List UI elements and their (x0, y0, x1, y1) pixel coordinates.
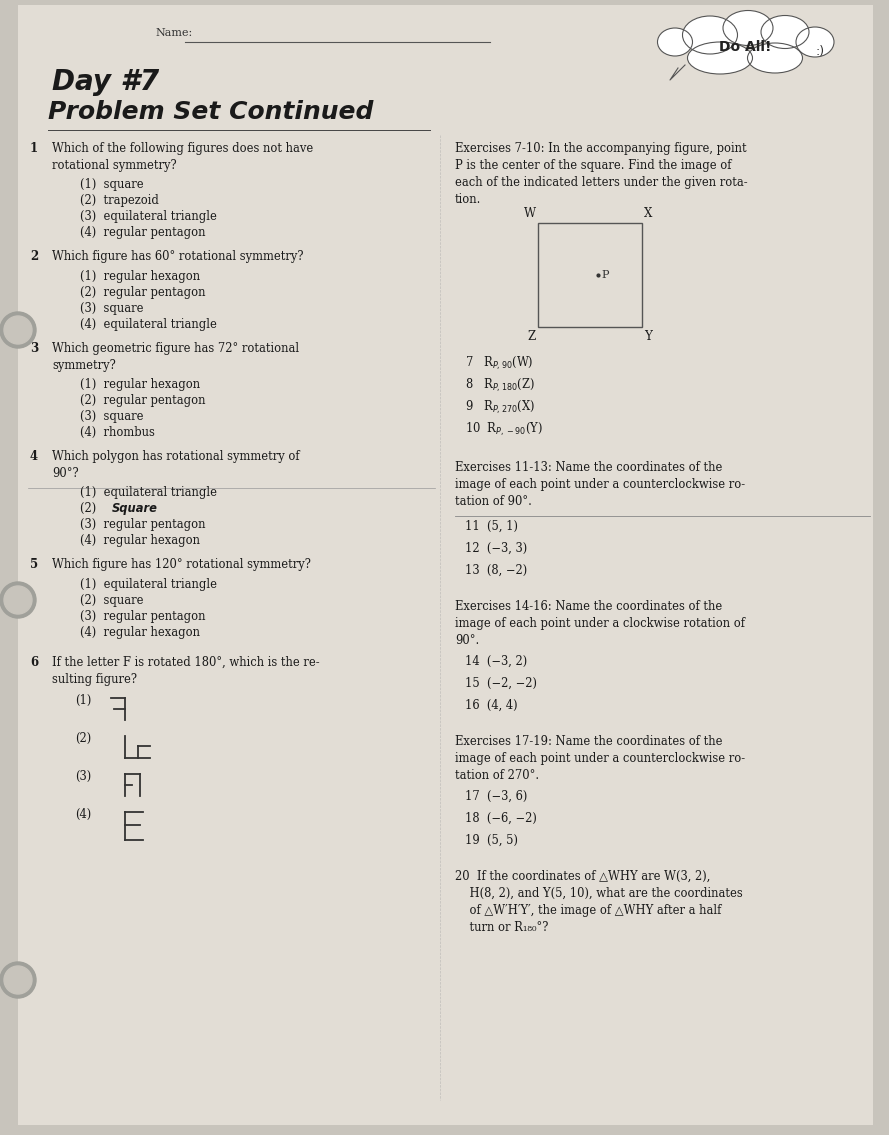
Text: (1)  regular hexagon: (1) regular hexagon (80, 378, 200, 390)
Text: Name:: Name: (155, 28, 192, 37)
Circle shape (4, 586, 32, 614)
Text: Exercises 7-10: In the accompanying figure, point
P is the center of the square.: Exercises 7-10: In the accompanying figu… (455, 142, 748, 205)
Ellipse shape (761, 16, 809, 49)
Text: Exercises 14-16: Name the coordinates of the
image of each point under a clockwi: Exercises 14-16: Name the coordinates of… (455, 600, 745, 647)
Text: P: P (601, 270, 608, 280)
Text: Which figure has 120° rotational symmetry?: Which figure has 120° rotational symmetr… (52, 558, 311, 571)
Text: (3)  square: (3) square (80, 302, 143, 316)
Text: Y: Y (644, 330, 652, 343)
Text: 8   R$_{P,180}$(Z): 8 R$_{P,180}$(Z) (465, 377, 535, 394)
Text: (2)  square: (2) square (80, 594, 143, 607)
Text: 6: 6 (30, 656, 38, 669)
Text: (2): (2) (80, 502, 103, 515)
Text: 1: 1 (30, 142, 38, 155)
Text: Z: Z (528, 330, 536, 343)
Text: (4)  rhombus: (4) rhombus (80, 426, 155, 439)
Text: 13  (8, −2): 13 (8, −2) (465, 564, 527, 577)
Text: 17  (−3, 6): 17 (−3, 6) (465, 790, 527, 802)
Text: 15  (−2, −2): 15 (−2, −2) (465, 676, 537, 690)
Ellipse shape (658, 28, 693, 56)
Text: Which of the following figures does not have
rotational symmetry?: Which of the following figures does not … (52, 142, 313, 173)
Text: If the letter F is rotated 180°, which is the re-
sulting figure?: If the letter F is rotated 180°, which i… (52, 656, 320, 686)
Text: Exercises 17-19: Name the coordinates of the
image of each point under a counter: Exercises 17-19: Name the coordinates of… (455, 735, 745, 782)
Circle shape (4, 966, 32, 994)
Circle shape (0, 312, 36, 348)
Text: Exercises 11-13: Name the coordinates of the
image of each point under a counter: Exercises 11-13: Name the coordinates of… (455, 461, 745, 508)
Ellipse shape (723, 10, 773, 45)
Text: (1): (1) (75, 693, 92, 707)
Text: 5: 5 (30, 558, 38, 571)
Ellipse shape (748, 43, 803, 73)
Text: (3): (3) (75, 770, 92, 783)
Text: Do All!: Do All! (718, 40, 772, 54)
Text: 12  (−3, 3): 12 (−3, 3) (465, 543, 527, 555)
Text: 18  (−6, −2): 18 (−6, −2) (465, 812, 537, 825)
Text: (4): (4) (75, 808, 92, 821)
Text: (3)  square: (3) square (80, 410, 143, 423)
Text: 3: 3 (30, 342, 38, 355)
Text: Day #7: Day #7 (52, 68, 159, 96)
Text: (3)  regular pentagon: (3) regular pentagon (80, 609, 205, 623)
Text: Problem Set Continued: Problem Set Continued (48, 100, 373, 124)
Text: (1)  equilateral triangle: (1) equilateral triangle (80, 578, 217, 591)
Text: Which geometric figure has 72° rotational
symmetry?: Which geometric figure has 72° rotationa… (52, 342, 299, 372)
Text: (2)  trapezoid: (2) trapezoid (80, 194, 159, 207)
Text: (4)  regular hexagon: (4) regular hexagon (80, 533, 200, 547)
Circle shape (0, 582, 36, 617)
Text: 10  R$_{P,-90}$(Y): 10 R$_{P,-90}$(Y) (465, 421, 543, 438)
Circle shape (4, 316, 32, 344)
Text: (4)  regular hexagon: (4) regular hexagon (80, 627, 200, 639)
Text: (4)  equilateral triangle: (4) equilateral triangle (80, 318, 217, 331)
Text: Which polygon has rotational symmetry of
90°?: Which polygon has rotational symmetry of… (52, 449, 300, 480)
Ellipse shape (796, 27, 834, 57)
Text: Which figure has 60° rotational symmetry?: Which figure has 60° rotational symmetry… (52, 250, 303, 263)
Circle shape (0, 962, 36, 998)
Text: (1)  equilateral triangle: (1) equilateral triangle (80, 486, 217, 499)
Text: 16  (4, 4): 16 (4, 4) (465, 699, 517, 712)
Text: 9   R$_{P,270}$(X): 9 R$_{P,270}$(X) (465, 400, 535, 417)
Text: 11  (5, 1): 11 (5, 1) (465, 520, 518, 533)
Text: (3)  equilateral triangle: (3) equilateral triangle (80, 210, 217, 222)
Text: :): :) (815, 45, 825, 59)
Text: (2): (2) (75, 732, 92, 745)
Text: 19  (5, 5): 19 (5, 5) (465, 834, 518, 847)
Text: X: X (644, 207, 653, 220)
Ellipse shape (683, 16, 738, 54)
Text: (4)  regular pentagon: (4) regular pentagon (80, 226, 205, 239)
Text: (1)  regular hexagon: (1) regular hexagon (80, 270, 200, 283)
Text: (1)  square: (1) square (80, 178, 144, 191)
Text: 2: 2 (30, 250, 38, 263)
Bar (538, 222, 642, 327)
Text: Square: Square (112, 502, 158, 515)
Text: (2)  regular pentagon: (2) regular pentagon (80, 286, 205, 299)
Text: (2)  regular pentagon: (2) regular pentagon (80, 394, 205, 407)
Text: (3)  regular pentagon: (3) regular pentagon (80, 518, 205, 531)
Text: 7   R$_{P,90}$(W): 7 R$_{P,90}$(W) (465, 355, 533, 372)
Text: 4: 4 (30, 449, 38, 463)
Text: 20  If the coordinates of △WHY are W(3, 2),
    H(8, 2), and Y(5, 10), what are : 20 If the coordinates of △WHY are W(3, 2… (455, 871, 742, 934)
Text: 14  (−3, 2): 14 (−3, 2) (465, 655, 527, 669)
Ellipse shape (687, 42, 752, 74)
Text: W: W (524, 207, 536, 220)
